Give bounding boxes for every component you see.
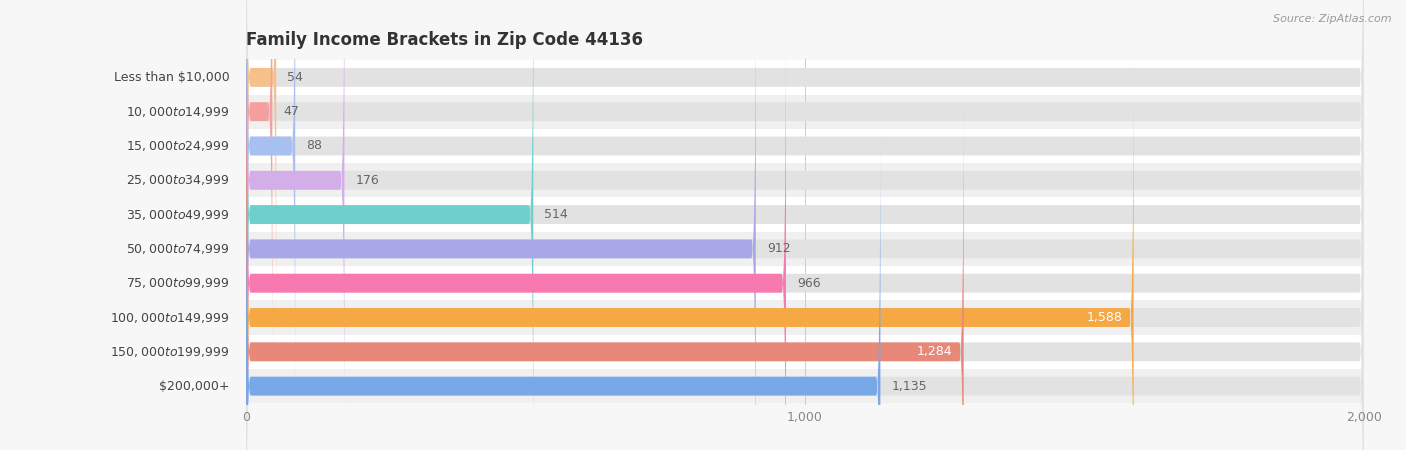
Bar: [246, 129, 1364, 163]
FancyBboxPatch shape: [246, 121, 1364, 450]
FancyBboxPatch shape: [246, 87, 1364, 450]
Text: $15,000 to $24,999: $15,000 to $24,999: [125, 139, 229, 153]
Text: Less than $10,000: Less than $10,000: [114, 71, 229, 84]
Text: 88: 88: [307, 140, 322, 153]
Text: 176: 176: [356, 174, 380, 187]
FancyBboxPatch shape: [246, 0, 344, 446]
Bar: [246, 94, 1364, 129]
Text: 966: 966: [797, 277, 821, 290]
Text: Source: ZipAtlas.com: Source: ZipAtlas.com: [1274, 14, 1392, 23]
Text: $100,000 to $149,999: $100,000 to $149,999: [110, 310, 229, 324]
FancyBboxPatch shape: [246, 0, 1364, 377]
FancyBboxPatch shape: [246, 87, 963, 450]
FancyBboxPatch shape: [246, 53, 1133, 450]
Text: 1,135: 1,135: [891, 380, 927, 393]
Text: 514: 514: [544, 208, 568, 221]
FancyBboxPatch shape: [246, 18, 1364, 450]
Text: $150,000 to $199,999: $150,000 to $199,999: [110, 345, 229, 359]
FancyBboxPatch shape: [246, 121, 880, 450]
Bar: [246, 60, 1364, 94]
Bar: [246, 163, 1364, 198]
Bar: [246, 300, 1364, 335]
Text: 1,284: 1,284: [917, 345, 952, 358]
FancyBboxPatch shape: [246, 18, 786, 450]
Bar: [246, 198, 1364, 232]
FancyBboxPatch shape: [246, 0, 1364, 411]
Text: $35,000 to $49,999: $35,000 to $49,999: [125, 207, 229, 221]
Text: $50,000 to $74,999: $50,000 to $74,999: [125, 242, 229, 256]
FancyBboxPatch shape: [246, 0, 273, 377]
Text: 1,588: 1,588: [1087, 311, 1122, 324]
Text: $200,000+: $200,000+: [159, 380, 229, 393]
Text: $75,000 to $99,999: $75,000 to $99,999: [125, 276, 229, 290]
Text: 54: 54: [287, 71, 304, 84]
Bar: [246, 369, 1364, 403]
FancyBboxPatch shape: [246, 0, 295, 411]
Text: $10,000 to $14,999: $10,000 to $14,999: [125, 105, 229, 119]
Bar: [246, 232, 1364, 266]
FancyBboxPatch shape: [246, 0, 533, 450]
FancyBboxPatch shape: [246, 0, 276, 342]
FancyBboxPatch shape: [246, 0, 756, 450]
FancyBboxPatch shape: [246, 0, 1364, 450]
Text: Family Income Brackets in Zip Code 44136: Family Income Brackets in Zip Code 44136: [246, 31, 643, 49]
Text: $25,000 to $34,999: $25,000 to $34,999: [125, 173, 229, 187]
FancyBboxPatch shape: [246, 0, 1364, 450]
Text: 47: 47: [284, 105, 299, 118]
Text: 912: 912: [766, 243, 790, 256]
Bar: [246, 335, 1364, 369]
Bar: [246, 266, 1364, 300]
FancyBboxPatch shape: [246, 0, 1364, 342]
FancyBboxPatch shape: [246, 53, 1364, 450]
FancyBboxPatch shape: [246, 0, 1364, 446]
